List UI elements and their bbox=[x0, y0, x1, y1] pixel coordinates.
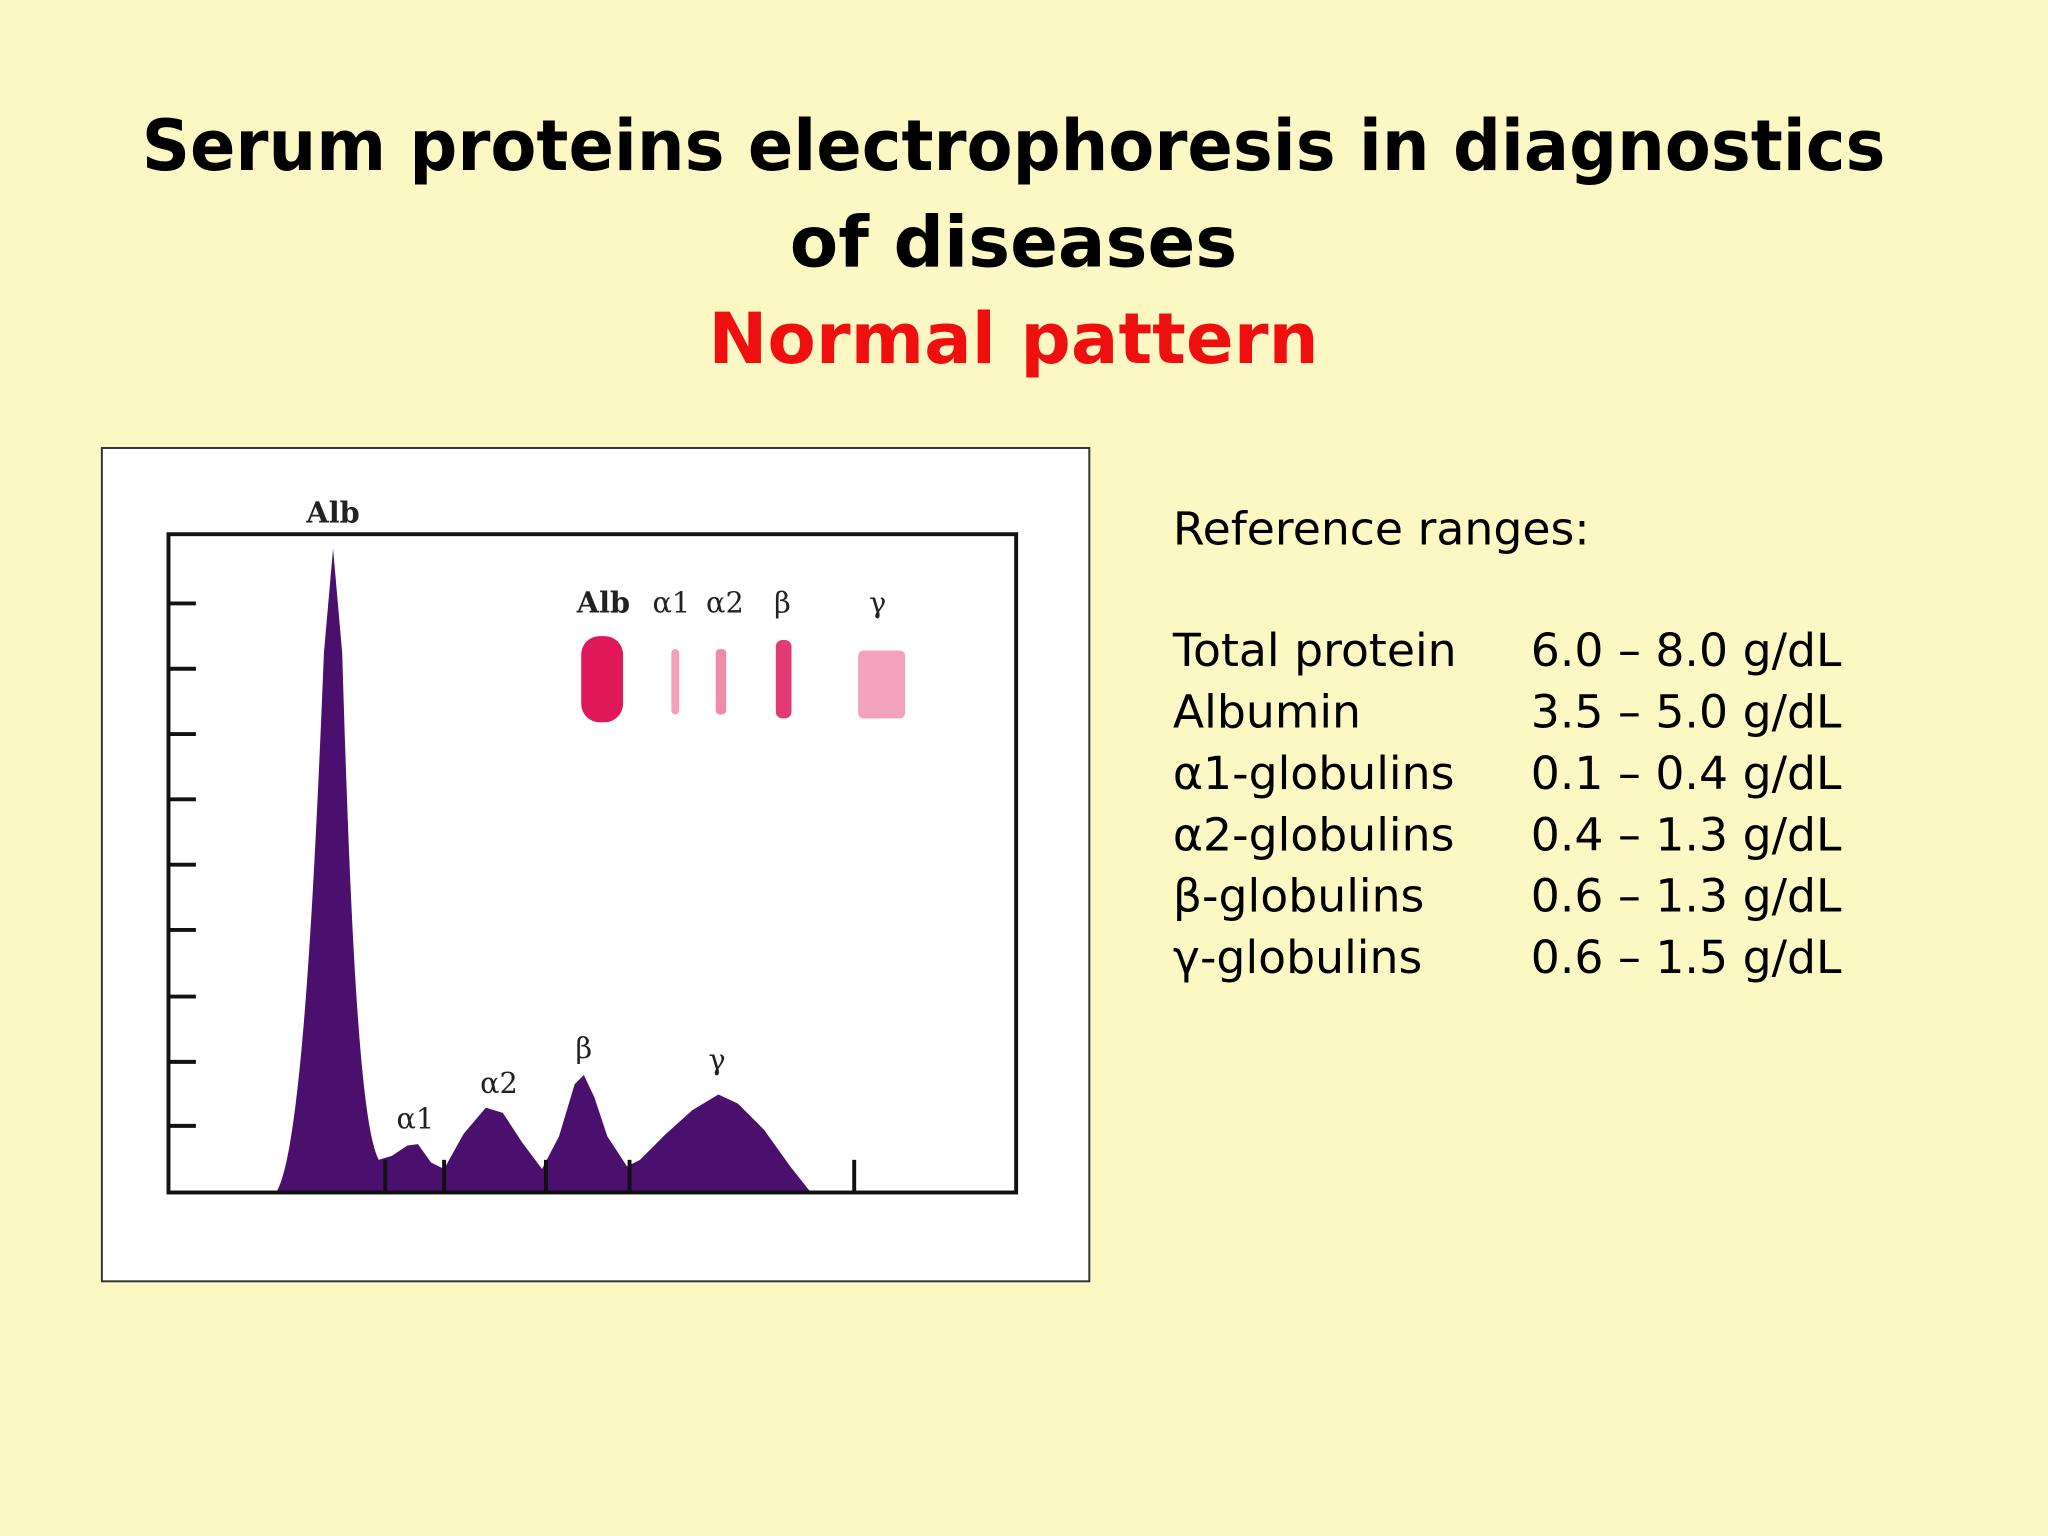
subtitle: Normal pattern bbox=[708, 298, 1318, 380]
peak-label: α2 bbox=[480, 1066, 518, 1100]
frame-ticks bbox=[168, 601, 857, 1192]
peak-label: γ bbox=[708, 1043, 725, 1077]
reference-name: Albumin bbox=[1173, 686, 1361, 739]
reference-heading: Reference ranges: bbox=[1173, 503, 1590, 556]
peak-label: α1 bbox=[397, 1101, 435, 1135]
reference-range: 0.6 – 1.5 g/dL bbox=[1531, 931, 1842, 984]
strip-label: γ bbox=[869, 586, 886, 620]
peak-label: β bbox=[576, 1031, 593, 1065]
title-line: of diseases bbox=[790, 201, 1237, 283]
reference-ranges: Reference ranges: Total protein 6.0 – 8.0… bbox=[1172, 503, 1842, 984]
reference-range: 3.5 – 5.0 g/dL bbox=[1531, 686, 1842, 739]
title-line: Serum proteins electrophoresis in diagno… bbox=[142, 105, 1886, 187]
peak-label: Alb bbox=[305, 495, 359, 529]
reference-range: 0.4 – 1.3 g/dL bbox=[1531, 808, 1842, 861]
reference-name: γ-globulins bbox=[1173, 931, 1422, 984]
strip-label: α2 bbox=[706, 586, 744, 620]
strip-label: α1 bbox=[653, 586, 691, 620]
reference-name: β-globulins bbox=[1173, 870, 1424, 923]
reference-name: α1-globulins bbox=[1173, 747, 1455, 800]
strip-label: Alb bbox=[576, 586, 630, 620]
reference-name: α2-globulins bbox=[1173, 808, 1455, 861]
reference-name: Total protein bbox=[1172, 624, 1457, 677]
figure: Alb α1 α2 β γ Alb α1 α2 β γ bbox=[100, 447, 1091, 1283]
reference-range: 0.1 – 0.4 g/dL bbox=[1531, 747, 1842, 800]
reference-range: 6.0 – 8.0 g/dL bbox=[1531, 624, 1842, 677]
densitometry-curve bbox=[276, 548, 810, 1192]
strip-label: β bbox=[774, 586, 791, 620]
gel-strip bbox=[581, 636, 906, 723]
reference-range: 0.6 – 1.3 g/dL bbox=[1531, 870, 1842, 923]
